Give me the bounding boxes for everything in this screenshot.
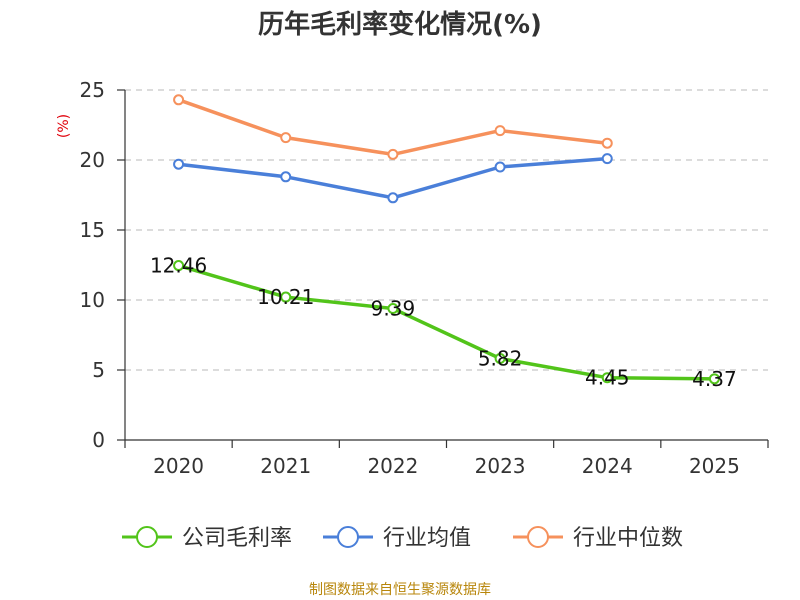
y-tick-label: 10 <box>80 288 105 312</box>
data-label: 12.46 <box>150 254 207 278</box>
y-tick-label: 0 <box>92 428 105 452</box>
data-point[interactable] <box>173 158 185 170</box>
data-point[interactable] <box>708 373 720 385</box>
legend-label[interactable]: 行业中位数 <box>573 526 683 551</box>
data-point[interactable] <box>494 161 506 173</box>
legend-marker <box>337 526 359 548</box>
data-point[interactable] <box>173 260 185 272</box>
legend[interactable]: 公司毛利率 行业均值 行业中位数 <box>122 526 683 551</box>
x-tick-label: 2024 <box>582 454 633 478</box>
series-line <box>178 156 608 200</box>
grid <box>125 89 768 371</box>
data-point[interactable] <box>601 372 613 384</box>
series-line <box>178 263 715 381</box>
x-tick-label: 2020 <box>153 454 204 478</box>
data-point[interactable] <box>601 153 613 165</box>
x-tick-label: 2023 <box>475 454 526 478</box>
data-point[interactable] <box>173 94 185 106</box>
series-line <box>178 98 608 157</box>
data-label: 5.82 <box>478 347 523 371</box>
legend-marker <box>136 526 158 548</box>
y-tick-label: 15 <box>80 218 105 242</box>
y-tick-label: 5 <box>92 358 105 382</box>
y-tick-label: 25 <box>80 78 105 102</box>
x-tick-label: 2021 <box>260 454 311 478</box>
data-point[interactable] <box>494 125 506 137</box>
chart-title: 历年毛利率变化情况(%) <box>258 9 542 40</box>
y-axis-label: (%) <box>56 114 72 138</box>
data-label: 4.45 <box>585 366 630 390</box>
data-point[interactable] <box>601 137 613 149</box>
data-label: 9.39 <box>371 297 416 321</box>
x-tick-label: 2022 <box>367 454 418 478</box>
legend-label[interactable]: 行业均值 <box>383 526 471 551</box>
data-point[interactable] <box>387 303 399 315</box>
y-tick-label: 20 <box>80 148 105 172</box>
source-note: 制图数据来自恒生聚源数据库 <box>309 582 491 598</box>
data-point[interactable] <box>280 171 292 183</box>
series-group: 12.46 10.21 9.39 5.82 4.45 4.37 <box>150 94 737 391</box>
data-point[interactable] <box>494 353 506 365</box>
data-point[interactable] <box>280 291 292 303</box>
x-tick-label: 2025 <box>689 454 740 478</box>
data-label: 10.21 <box>257 285 314 309</box>
data-point[interactable] <box>387 148 399 160</box>
legend-marker <box>527 526 549 548</box>
data-label: 4.37 <box>692 367 737 391</box>
data-point[interactable] <box>387 192 399 204</box>
legend-label[interactable]: 公司毛利率 <box>182 526 292 551</box>
data-point[interactable] <box>280 132 292 144</box>
